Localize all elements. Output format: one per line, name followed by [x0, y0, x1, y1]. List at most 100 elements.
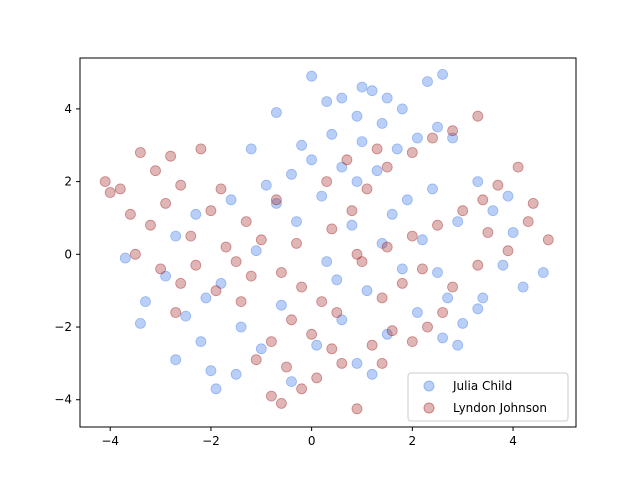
legend-marker-lyndon-johnson — [423, 402, 435, 414]
point-lyndon-johnson — [175, 277, 187, 289]
point-lyndon-johnson — [472, 259, 484, 271]
point-julia-child — [517, 281, 529, 293]
point-julia-child — [396, 263, 408, 275]
point-lyndon-johnson — [366, 339, 378, 351]
point-julia-child — [497, 259, 509, 271]
point-julia-child — [391, 143, 403, 155]
y-tick-label: 2 — [64, 175, 72, 189]
point-julia-child — [432, 121, 443, 133]
point-lyndon-johnson — [316, 296, 328, 308]
point-julia-child — [140, 296, 151, 308]
point-julia-child — [422, 76, 433, 87]
point-julia-child — [321, 96, 333, 107]
y-tick-label: 0 — [64, 247, 72, 261]
point-lyndon-johnson — [542, 234, 554, 246]
point-lyndon-johnson — [522, 216, 534, 228]
point-lyndon-johnson — [210, 285, 222, 297]
point-lyndon-johnson — [134, 147, 146, 158]
point-lyndon-johnson — [114, 183, 126, 195]
point-lyndon-johnson — [281, 361, 292, 373]
point-julia-child — [306, 70, 318, 82]
point-lyndon-johnson — [321, 176, 333, 188]
point-lyndon-johnson — [255, 234, 267, 246]
point-julia-child — [502, 190, 514, 202]
point-lyndon-johnson — [165, 150, 177, 162]
point-julia-child — [472, 303, 484, 315]
point-julia-child — [452, 339, 464, 351]
point-lyndon-johnson — [104, 187, 116, 198]
point-julia-child — [416, 234, 428, 246]
point-lyndon-johnson — [205, 205, 217, 217]
point-julia-child — [286, 168, 297, 180]
point-julia-child — [366, 85, 378, 97]
point-julia-child — [134, 317, 146, 329]
point-lyndon-johnson — [356, 256, 368, 268]
point-lyndon-johnson — [250, 354, 262, 366]
legend-marker-julia-child — [423, 380, 435, 392]
point-lyndon-johnson — [175, 179, 187, 191]
point-julia-child — [210, 383, 222, 395]
point-julia-child — [442, 292, 454, 304]
point-lyndon-johnson — [150, 165, 161, 177]
point-lyndon-johnson — [275, 397, 287, 409]
point-lyndon-johnson — [376, 292, 388, 304]
point-lyndon-johnson — [472, 110, 484, 122]
x-tick-label: −2 — [202, 434, 220, 448]
point-lyndon-johnson — [129, 248, 141, 260]
point-lyndon-johnson — [326, 223, 338, 235]
point-julia-child — [170, 354, 182, 366]
point-lyndon-johnson — [124, 208, 136, 220]
point-julia-child — [336, 314, 348, 326]
point-lyndon-johnson — [245, 270, 257, 282]
point-julia-child — [270, 107, 282, 118]
points-layer — [99, 69, 554, 415]
point-lyndon-johnson — [306, 328, 318, 340]
point-julia-child — [275, 299, 287, 311]
point-lyndon-johnson — [361, 183, 373, 195]
point-lyndon-johnson — [155, 263, 167, 275]
point-lyndon-johnson — [376, 357, 388, 369]
point-julia-child — [396, 103, 408, 115]
legend: Julia Child Lyndon Johnson — [407, 372, 569, 422]
x-axis: −4 −2 0 2 4 — [101, 427, 517, 448]
point-julia-child — [346, 219, 358, 231]
point-julia-child — [437, 69, 449, 80]
point-julia-child — [472, 176, 484, 188]
point-julia-child — [361, 285, 373, 297]
point-lyndon-johnson — [351, 403, 363, 415]
point-lyndon-johnson — [265, 336, 277, 348]
point-lyndon-johnson — [432, 219, 443, 231]
point-julia-child — [250, 245, 262, 257]
x-tick-label: 4 — [509, 434, 517, 448]
point-julia-child — [200, 292, 212, 304]
point-lyndon-johnson — [396, 277, 408, 289]
point-lyndon-johnson — [406, 147, 418, 158]
point-julia-child — [326, 128, 338, 140]
point-julia-child — [427, 183, 438, 195]
point-julia-child — [270, 197, 282, 209]
point-julia-child — [311, 339, 323, 351]
point-lyndon-johnson — [190, 259, 202, 271]
point-julia-child — [401, 194, 413, 206]
point-julia-child — [331, 274, 343, 286]
point-lyndon-johnson — [381, 161, 393, 173]
legend-box — [407, 372, 569, 422]
point-julia-child — [447, 132, 459, 144]
point-julia-child — [296, 139, 308, 151]
point-lyndon-johnson — [437, 307, 449, 318]
point-julia-child — [507, 227, 519, 238]
x-tick-label: 0 — [308, 434, 316, 448]
point-lyndon-johnson — [427, 132, 438, 144]
point-lyndon-johnson — [381, 241, 393, 253]
point-lyndon-johnson — [502, 245, 514, 257]
point-julia-child — [215, 277, 227, 289]
point-lyndon-johnson — [220, 241, 232, 253]
point-julia-child — [457, 317, 469, 329]
point-julia-child — [195, 336, 207, 348]
point-lyndon-johnson — [160, 197, 172, 209]
point-julia-child — [477, 292, 489, 304]
point-julia-child — [411, 307, 423, 318]
point-julia-child — [321, 256, 333, 268]
point-julia-child — [487, 205, 499, 217]
